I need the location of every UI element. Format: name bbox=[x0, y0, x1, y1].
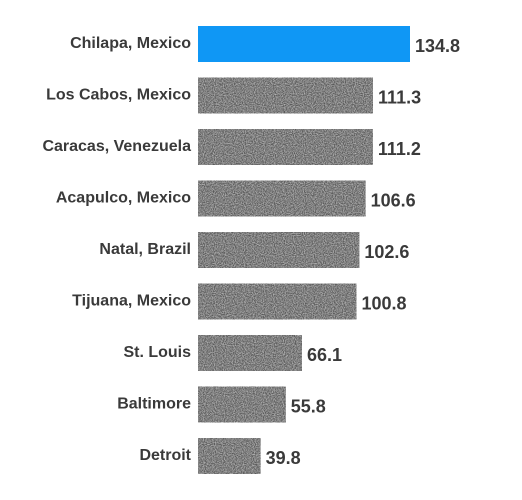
value-label: 111.2 bbox=[378, 139, 421, 159]
labels-layer: Chilapa, Mexico 134.8 Los Cabos, Mexico 111… bbox=[42, 35, 460, 468]
bar bbox=[198, 335, 302, 371]
bar-highlighted bbox=[198, 26, 410, 62]
bars-layer bbox=[198, 26, 410, 474]
category-label: Chilapa, Mexico bbox=[70, 35, 191, 52]
category-label: Tijuana, Mexico bbox=[72, 293, 191, 310]
category-label: Baltimore bbox=[117, 396, 191, 413]
value-label: 106.6 bbox=[371, 190, 416, 210]
value-label: 111.3 bbox=[378, 87, 421, 107]
category-label: Los Cabos, Mexico bbox=[46, 87, 191, 104]
value-label: 134.8 bbox=[415, 36, 460, 56]
bar bbox=[198, 129, 373, 165]
value-label: 39.8 bbox=[266, 448, 301, 468]
value-label: 102.6 bbox=[364, 242, 409, 262]
bar bbox=[198, 386, 286, 423]
value-label: 55.8 bbox=[291, 396, 326, 416]
value-label: 100.8 bbox=[362, 293, 407, 313]
bar bbox=[198, 283, 357, 320]
category-label: Caracas, Venezuela bbox=[42, 138, 191, 155]
category-label: Detroit bbox=[139, 447, 191, 464]
bar bbox=[198, 438, 261, 474]
category-label: Natal, Brazil bbox=[99, 241, 191, 258]
bar bbox=[198, 232, 360, 268]
bar bbox=[198, 77, 373, 114]
bar bbox=[198, 180, 366, 217]
value-label: 66.1 bbox=[307, 345, 342, 365]
category-label: St. Louis bbox=[123, 344, 191, 361]
category-label: Acapulco, Mexico bbox=[56, 190, 191, 207]
